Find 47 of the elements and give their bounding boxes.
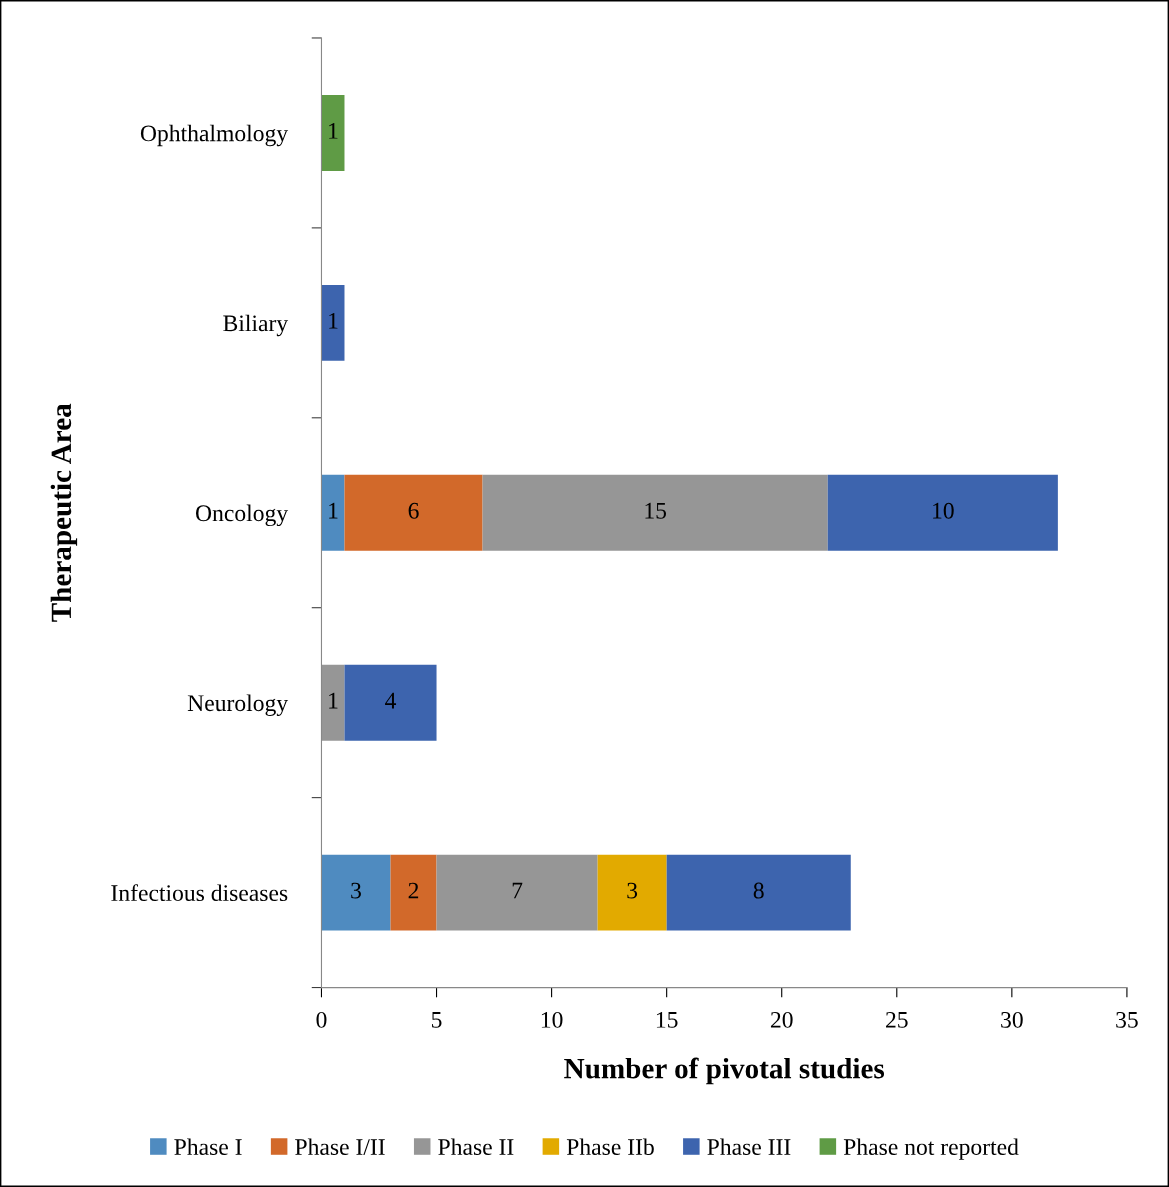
data-label: 15 xyxy=(645,502,667,519)
legend-label: Phase I/II xyxy=(295,1138,385,1156)
x-tick-label: 10 xyxy=(541,1011,563,1028)
bar xyxy=(827,474,1058,551)
data-label: 1 xyxy=(329,502,338,519)
y-tick-label: Ophthalmology xyxy=(140,124,289,147)
y-tick-label: Biliary xyxy=(223,314,289,337)
data-label: 1 xyxy=(329,692,338,709)
bar xyxy=(321,94,345,171)
bar xyxy=(321,284,345,361)
x-tick-label: 5 xyxy=(432,1012,442,1028)
data-label: 2 xyxy=(408,882,419,899)
bar xyxy=(344,474,483,551)
y-tick-label: Oncology xyxy=(195,504,289,527)
x-axis-title: Number of pivotal studies xyxy=(564,1057,885,1085)
x-tick-label: 35 xyxy=(1116,1011,1138,1028)
legend-label: Phase III xyxy=(707,1138,791,1156)
x-tick-label: 30 xyxy=(1001,1011,1023,1028)
x-tick-label: 0 xyxy=(316,1011,327,1028)
bar xyxy=(344,664,437,741)
legend-label: Phase IIb xyxy=(566,1138,654,1156)
data-label: 1 xyxy=(329,312,338,329)
y-axis-title: Therapeutic Area xyxy=(50,403,78,622)
legend-label: Phase I xyxy=(174,1138,242,1156)
bar xyxy=(436,854,598,931)
data-label: 10 xyxy=(933,502,954,519)
x-tick-label: 20 xyxy=(770,1011,793,1028)
bar xyxy=(597,854,667,931)
data-label: 3 xyxy=(627,882,638,899)
bar xyxy=(666,854,851,931)
bar xyxy=(321,474,345,551)
bar xyxy=(321,854,391,931)
data-label: 8 xyxy=(753,882,764,899)
bar xyxy=(390,854,437,931)
bar xyxy=(482,474,828,551)
y-tick-label: Neurology xyxy=(187,694,289,716)
x-tick-label: 15 xyxy=(656,1011,678,1028)
data-label: 6 xyxy=(408,502,419,519)
y-tick-label: Infectious diseases xyxy=(111,884,288,902)
data-label: 1 xyxy=(329,123,338,139)
legend-label: Phase II xyxy=(438,1138,514,1156)
legend-label: Phase not reported xyxy=(843,1138,1019,1160)
x-tick-label: 25 xyxy=(886,1011,908,1028)
data-label: 4 xyxy=(385,692,397,709)
data-label: 3 xyxy=(351,882,361,899)
bar xyxy=(321,664,345,741)
data-label: 7 xyxy=(512,882,523,899)
